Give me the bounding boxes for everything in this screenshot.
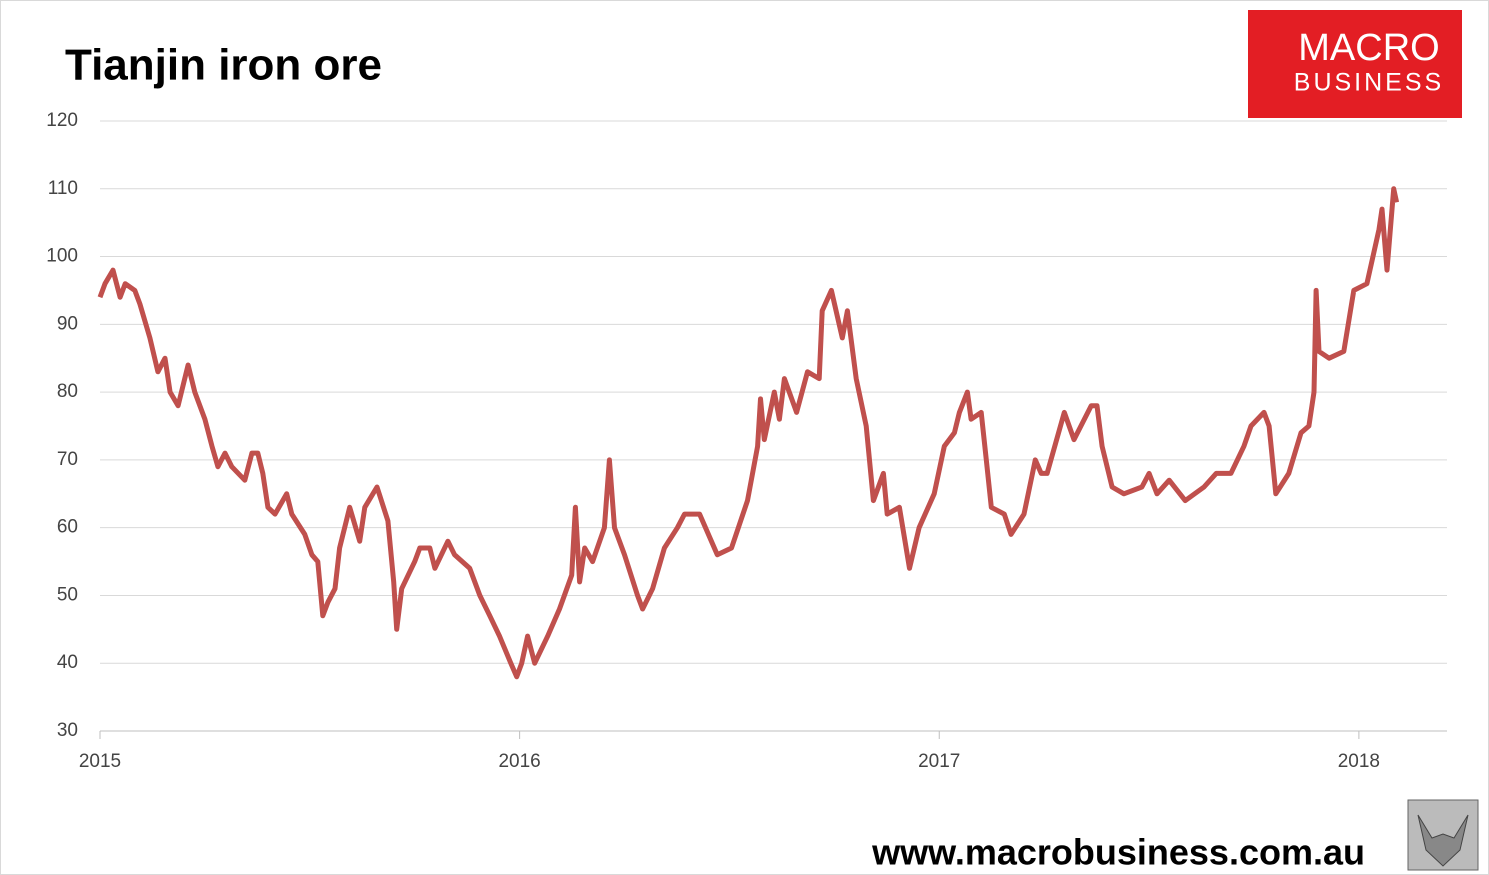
x-tick-label: 2017 — [918, 751, 960, 772]
y-tick-label: 60 — [57, 517, 78, 538]
y-tick-label: 40 — [57, 652, 78, 673]
x-tick-label: 2016 — [498, 751, 540, 772]
fox-icon — [1417, 814, 1469, 867]
x-tick-label: 2015 — [79, 751, 121, 772]
x-tick-label: 2018 — [1338, 751, 1380, 772]
website: www.macrobusiness.com.au — [871, 832, 1365, 873]
y-tick-label: 50 — [57, 584, 78, 605]
y-tick-label: 70 — [57, 449, 78, 470]
logo-text: BUSINESS — [1294, 69, 1444, 97]
chart-title: Tianjin iron ore — [65, 41, 382, 90]
logo-text: MACRO — [1298, 27, 1439, 69]
y-tick-label: 110 — [48, 178, 78, 199]
y-tick-label: 80 — [57, 381, 78, 402]
y-tick-label: 100 — [46, 246, 78, 267]
data-line — [97, 186, 1400, 680]
y-tick-label: 90 — [57, 313, 78, 334]
y-tick-label: 30 — [57, 720, 78, 741]
logo-box — [1248, 10, 1462, 118]
y-tick-label: 120 — [46, 110, 78, 131]
